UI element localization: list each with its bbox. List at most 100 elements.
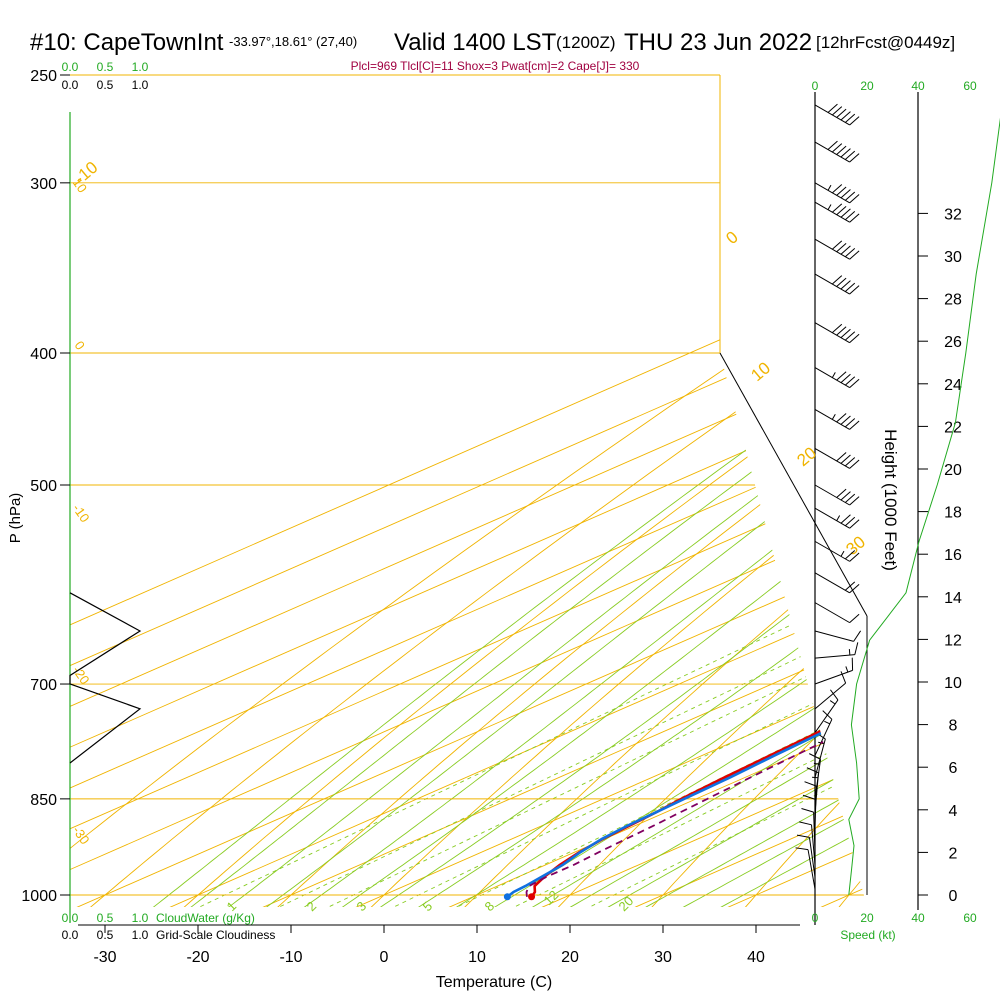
- dry-adiabat-line: [70, 75, 867, 907]
- height-tick-label: 16: [944, 547, 962, 564]
- frame-slant: [719, 352, 868, 617]
- isotherm-label: 30: [842, 532, 869, 559]
- wind-barb: [795, 847, 816, 890]
- dry-adiabat-line: [447, 75, 867, 907]
- speed-bottom-label: 20: [860, 911, 874, 925]
- wind-barb-flag: [795, 847, 809, 851]
- wind-barb-flag: [844, 150, 856, 160]
- cloudiness-top-label: 0.5: [97, 78, 114, 92]
- temperature-tick-label: 30: [654, 949, 672, 966]
- mixing-ratio-label: 20: [616, 893, 637, 914]
- wind-barb-flag: [844, 516, 856, 527]
- dry-adiabat-line: [542, 75, 867, 907]
- wind-barb-flag: [844, 210, 856, 221]
- isotherm-line: [225, 75, 867, 907]
- wind-barb-flag: [799, 821, 812, 826]
- wind-barb: [814, 671, 847, 710]
- pressure-tick-label: 250: [30, 68, 57, 85]
- height-tick-label: 14: [944, 590, 962, 607]
- height-tick-label: 12: [944, 632, 962, 649]
- wind-barb-staff: [814, 572, 850, 594]
- temperature-tick-label: -10: [279, 949, 302, 966]
- wind-barb-staff: [814, 699, 839, 733]
- moist-adiabat-line: [355, 75, 867, 907]
- cloudwater-bottom-label: 0.5: [97, 911, 114, 925]
- wind-barb-flag: [836, 326, 847, 336]
- moist-adiabat-line: [169, 75, 867, 907]
- height-tick-label: 4: [949, 803, 958, 820]
- temperature-tick-label: 0: [380, 949, 389, 966]
- cloudiness-top-label: 0.0: [62, 78, 79, 92]
- temperature-tick-label: -30: [93, 949, 116, 966]
- wind-barb-flag: [844, 418, 856, 428]
- isotherm-line: [504, 75, 867, 907]
- wind-barb: [801, 808, 816, 853]
- wind-barb-flag: [849, 250, 860, 260]
- x-axis-title: Temperature (C): [436, 974, 552, 991]
- dry-adiabat-label: -30: [70, 823, 93, 847]
- mixing-ratio-line: [359, 352, 867, 907]
- height-tick-label: 20: [944, 462, 962, 479]
- temperature-line: [530, 103, 867, 898]
- wind-barb-flag: [854, 642, 859, 655]
- wind-barb-flag: [849, 153, 860, 163]
- moist-adiabat-line: [578, 75, 867, 907]
- wind-barb-flag: [840, 514, 851, 524]
- moist-adiabat-line: [317, 75, 867, 907]
- moist-adiabat-line: [243, 75, 867, 907]
- wind-barb-flag: [849, 116, 860, 126]
- moist-adiabat-line: [466, 75, 867, 907]
- cloudwater-bottom-label: 1.0: [132, 911, 149, 925]
- speed-top-label: 20: [860, 79, 874, 93]
- isotherm-label: 10: [747, 358, 774, 385]
- pressure-tick-label: 1000: [21, 888, 57, 905]
- wind-barb-flag: [840, 491, 851, 501]
- isotherm-line: [70, 75, 867, 907]
- dry-adiabat-label: 10: [70, 175, 91, 195]
- temperature-tick-label: -20: [186, 949, 209, 966]
- cloudiness-profile: [69, 592, 142, 764]
- height-axis-title: Height (1000 Feet): [881, 429, 900, 571]
- wind-barb-flag: [844, 247, 856, 258]
- wind-barb-flag: [804, 781, 817, 787]
- speed-top-label: 0: [812, 79, 819, 93]
- height-tick-label: 30: [944, 249, 962, 266]
- wind-barb: [814, 447, 860, 469]
- wind-barb-staff: [814, 507, 850, 529]
- cloudiness-top-label: 1.0: [132, 78, 149, 92]
- height-tick-label: 6: [949, 760, 958, 777]
- wind-barb-half: [831, 372, 836, 378]
- valid-time: Valid 1400 LST: [394, 29, 557, 56]
- wind-barb: [796, 834, 816, 878]
- dry-adiabat-line: [70, 75, 867, 907]
- station-coords: -33.97°,18.61° (27,40): [229, 34, 357, 49]
- wind-barb-staff: [814, 719, 833, 756]
- dry-adiabat-line: [353, 75, 867, 907]
- moist-adiabat-line: [131, 75, 867, 907]
- mixing-ratio-line: [479, 352, 867, 907]
- wind-barb-flag: [831, 184, 843, 194]
- isotherm-line: [70, 75, 867, 907]
- pressure-tick-label: 700: [30, 677, 57, 694]
- temperature-tick-label: 40: [747, 949, 765, 966]
- wind-barb-flag: [836, 205, 847, 216]
- wind-barb: [814, 322, 860, 344]
- wind-barb-flag: [836, 108, 847, 118]
- wind-barb-flag: [849, 333, 860, 344]
- mixing-ratio-label: 3: [354, 898, 370, 914]
- wind-barb: [814, 642, 859, 659]
- mixing-ratio-label: 2: [304, 898, 320, 914]
- forecast-date: THU 23 Jun 2022: [624, 29, 812, 56]
- cloudiness-bottom-label: 0.5: [97, 928, 114, 942]
- wind-barb-staff: [813, 812, 816, 853]
- wind-barb-flag: [849, 584, 860, 594]
- wind-barb: [799, 821, 816, 865]
- wind-barb-flag: [844, 457, 856, 467]
- dry-adiabat-line: [636, 75, 867, 907]
- wind-barb-staff: [814, 540, 850, 562]
- dry-adiabat-label: -10: [70, 501, 93, 525]
- wind-barb-flag: [849, 194, 860, 204]
- wind-barb: [814, 367, 860, 389]
- wind-barb: [814, 182, 860, 204]
- cloudiness-bottom-label: 0.0: [62, 928, 79, 942]
